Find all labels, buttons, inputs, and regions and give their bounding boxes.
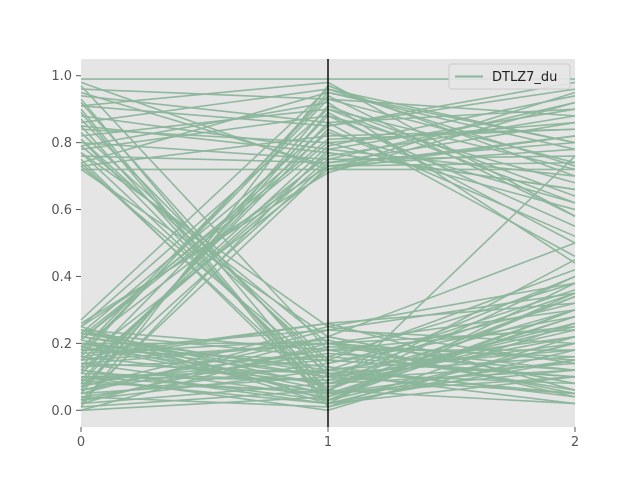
y-tick-label: 0.8: [51, 136, 72, 151]
y-tick-label: 0.4: [51, 270, 72, 285]
x-tick-label: 0: [77, 435, 85, 450]
legend-box: [448, 63, 571, 90]
y-tick-label: 1.0: [51, 69, 72, 84]
y-tick-label: 0.6: [51, 203, 72, 218]
y-tick-label: 0.0: [51, 404, 72, 419]
x-tick-label: 2: [571, 435, 579, 450]
legend-label: DTLZ7_du: [492, 70, 557, 85]
legend: DTLZ7_du: [448, 63, 571, 90]
x-tick-label: 1: [324, 435, 332, 450]
x-axis: 0 1 2: [77, 427, 579, 450]
y-tick-label: 0.2: [51, 337, 72, 352]
y-axis: 0.0 0.2 0.4 0.6 0.8 1.0: [51, 69, 81, 419]
